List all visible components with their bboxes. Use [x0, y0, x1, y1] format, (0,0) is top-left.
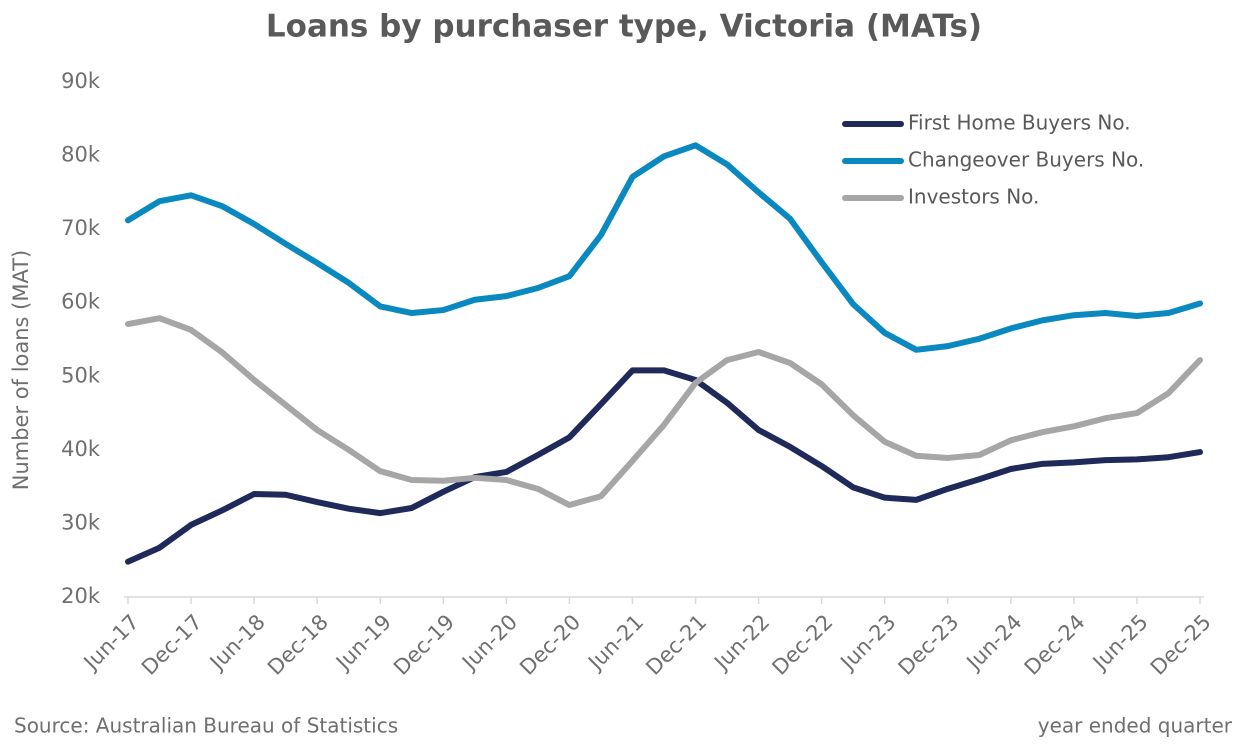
x-tick-label: Dec-19	[389, 610, 459, 680]
x-tick-label: Jun-18	[204, 610, 270, 676]
x-tick-label: Dec-23	[894, 610, 964, 680]
y-tick-label: 20k	[61, 584, 101, 608]
x-tick-label: Dec-22	[767, 610, 837, 680]
note: year ended quarter	[1038, 714, 1233, 738]
y-tick-label: 60k	[61, 290, 101, 314]
x-tick-label: Jun-17	[78, 610, 144, 676]
x-tick-label: Jun-24	[961, 610, 1027, 676]
x-tick-label: Dec-25	[1146, 610, 1216, 680]
series-line	[125, 315, 1203, 509]
y-tick-label: 40k	[61, 437, 101, 461]
x-tick-label: Dec-21	[641, 610, 711, 680]
x-tick-label: Jun-19	[330, 610, 396, 676]
x-tick-label: Dec-24	[1020, 610, 1090, 680]
x-tick-label: Dec-17	[137, 610, 207, 680]
x-tick-label: Jun-21	[582, 610, 648, 676]
y-tick-label: 80k	[61, 143, 101, 167]
x-tick-label: Dec-18	[263, 610, 333, 680]
legend-label: Changeover Buyers No.	[908, 148, 1144, 172]
x-tick-label: Jun-23	[835, 610, 901, 676]
x-tick-label: Jun-22	[709, 610, 775, 676]
x-tick-label: Dec-20	[515, 610, 585, 680]
x-tick-label: Jun-25	[1087, 610, 1153, 676]
legend-label: First Home Buyers No.	[908, 111, 1131, 135]
y-axis-label: Number of loans (MAT)	[9, 250, 33, 491]
chart-title: Loans by purchaser type, Victoria (MATs)	[266, 9, 982, 45]
series-line	[125, 367, 1203, 565]
series-line	[125, 142, 1203, 353]
legend-label: Investors No.	[908, 185, 1039, 209]
y-tick-label: 90k	[61, 69, 101, 93]
source: Source: Australian Bureau of Statistics	[14, 714, 398, 738]
x-tick-label: Jun-20	[456, 610, 522, 676]
y-tick-label: 50k	[61, 363, 101, 387]
y-tick-label: 30k	[61, 510, 101, 534]
y-tick-label: 70k	[61, 216, 101, 240]
